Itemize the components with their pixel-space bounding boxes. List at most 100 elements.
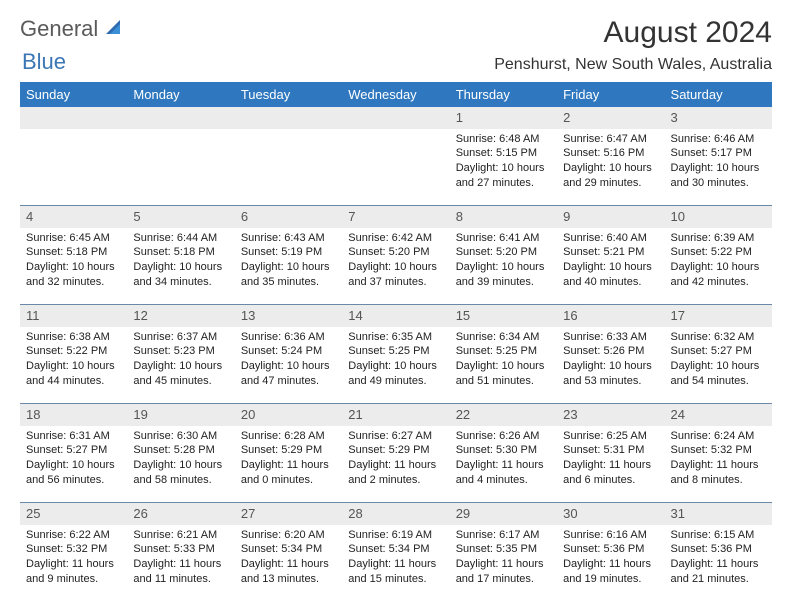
sunset-text: Sunset: 5:29 PM: [348, 443, 443, 458]
calendar-cell: 5Sunrise: 6:44 AMSunset: 5:18 PMDaylight…: [127, 206, 234, 305]
sunset-text: Sunset: 5:33 PM: [133, 542, 228, 557]
calendar-cell: 18Sunrise: 6:31 AMSunset: 5:27 PMDayligh…: [20, 404, 127, 503]
day-number: 26: [127, 503, 234, 525]
sunset-text: Sunset: 5:23 PM: [133, 344, 228, 359]
daylight-text: Daylight: 10 hours and 51 minutes.: [456, 359, 551, 389]
sunrise-text: Sunrise: 6:38 AM: [26, 330, 121, 345]
dayhdr-thursday: Thursday: [450, 82, 557, 107]
calendar-cell: 8Sunrise: 6:41 AMSunset: 5:20 PMDaylight…: [450, 206, 557, 305]
day-number: 28: [342, 503, 449, 525]
daylight-text: Daylight: 10 hours and 58 minutes.: [133, 458, 228, 488]
daylight-text: Daylight: 10 hours and 35 minutes.: [241, 260, 336, 290]
day-number: 13: [235, 305, 342, 327]
sunset-text: Sunset: 5:16 PM: [563, 146, 658, 161]
sunrise-text: Sunrise: 6:47 AM: [563, 132, 658, 147]
sunset-text: Sunset: 5:25 PM: [456, 344, 551, 359]
sunrise-text: Sunrise: 6:17 AM: [456, 528, 551, 543]
calendar-cell: 28 Sunrise: 6:19 AMSunset: 5:34 PMDayligh…: [342, 503, 449, 602]
daylight-text: Daylight: 10 hours and 45 minutes.: [133, 359, 228, 389]
day-number: 12: [127, 305, 234, 327]
day-number: 9: [557, 206, 664, 228]
logo-text-block: General Blue: [20, 18, 126, 60]
sunrise-text: Sunrise: 6:30 AM: [133, 429, 228, 444]
sunset-text: Sunset: 5:18 PM: [26, 245, 121, 260]
calendar-week: 25Sunrise: 6:22 AMSunset: 5:32 PMDayligh…: [20, 503, 772, 602]
daylight-text: Daylight: 10 hours and 40 minutes.: [563, 260, 658, 290]
sunrise-text: Sunrise: 6:27 AM: [348, 429, 443, 444]
sunrise-text: Sunrise: 6:24 AM: [671, 429, 766, 444]
title-block: August 2024 Penshurst, New South Wales, …: [494, 16, 772, 74]
daylight-text: Daylight: 11 hours and 9 minutes.: [26, 557, 121, 587]
day-number: 25: [20, 503, 127, 525]
daylight-text: Daylight: 10 hours and 32 minutes.: [26, 260, 121, 290]
calendar-cell: 17Sunrise: 6:32 AMSunset: 5:27 PMDayligh…: [665, 305, 772, 404]
sunset-text: Sunset: 5:35 PM: [456, 542, 551, 557]
sunset-text: Sunset: 5:36 PM: [671, 542, 766, 557]
sunset-text: Sunset: 5:25 PM: [348, 344, 443, 359]
day-number: [127, 107, 234, 129]
day-number: 4: [20, 206, 127, 228]
sunrise-text: Sunrise: 6:42 AM: [348, 231, 443, 246]
page-header: General Blue August 2024 Penshurst, New …: [20, 14, 772, 74]
sunrise-text: Sunrise: 6:34 AM: [456, 330, 551, 345]
day-number: 23: [557, 404, 664, 426]
sunrise-text: Sunrise: 6:40 AM: [563, 231, 658, 246]
daylight-text: Daylight: 10 hours and 44 minutes.: [26, 359, 121, 389]
page-subtitle: Penshurst, New South Wales, Australia: [494, 56, 772, 74]
sunset-text: Sunset: 5:20 PM: [348, 245, 443, 260]
sunrise-text: Sunrise: 6:43 AM: [241, 231, 336, 246]
calendar-cell: 16Sunrise: 6:33 AMSunset: 5:26 PMDayligh…: [557, 305, 664, 404]
sunrise-text: Sunrise: 6:44 AM: [133, 231, 228, 246]
day-number: 3: [665, 107, 772, 129]
sail-icon: [106, 18, 126, 39]
calendar-cell: 1Sunrise: 6:48 AMSunset: 5:15 PMDaylight…: [450, 107, 557, 206]
calendar-cell: 9Sunrise: 6:40 AMSunset: 5:21 PMDaylight…: [557, 206, 664, 305]
calendar-cell: 14Sunrise: 6:35 AMSunset: 5:25 PMDayligh…: [342, 305, 449, 404]
dayhdr-monday: Monday: [127, 82, 234, 107]
daylight-text: Daylight: 11 hours and 6 minutes.: [563, 458, 658, 488]
sunset-text: Sunset: 5:34 PM: [348, 542, 443, 557]
calendar-cell: 20Sunrise: 6:28 AMSunset: 5:29 PMDayligh…: [235, 404, 342, 503]
day-number: 21: [342, 404, 449, 426]
logo-word2: Blue: [22, 49, 66, 74]
day-number: 14: [342, 305, 449, 327]
sunset-text: Sunset: 5:24 PM: [241, 344, 336, 359]
calendar-cell: 4 Sunrise: 6:45 AMSunset: 5:18 PMDaylight…: [20, 206, 127, 305]
daylight-text: Daylight: 11 hours and 13 minutes.: [241, 557, 336, 587]
calendar-cell: 25Sunrise: 6:22 AMSunset: 5:32 PMDayligh…: [20, 503, 127, 602]
sunrise-text: Sunrise: 6:28 AM: [241, 429, 336, 444]
daylight-text: Daylight: 11 hours and 19 minutes.: [563, 557, 658, 587]
day-number: 1: [450, 107, 557, 129]
sunset-text: Sunset: 5:27 PM: [26, 443, 121, 458]
day-number: 19: [127, 404, 234, 426]
calendar-cell: 24Sunrise: 6:24 AMSunset: 5:32 PMDayligh…: [665, 404, 772, 503]
sunrise-text: Sunrise: 6:46 AM: [671, 132, 766, 147]
day-number: 29: [450, 503, 557, 525]
day-number: 17: [665, 305, 772, 327]
sunrise-text: Sunrise: 6:21 AM: [133, 528, 228, 543]
sunrise-text: Sunrise: 6:22 AM: [26, 528, 121, 543]
calendar-cell: 6Sunrise: 6:43 AMSunset: 5:19 PMDaylight…: [235, 206, 342, 305]
sunset-text: Sunset: 5:22 PM: [671, 245, 766, 260]
logo-word1: General: [20, 16, 98, 41]
sunrise-text: Sunrise: 6:19 AM: [348, 528, 443, 543]
calendar-cell: [342, 107, 449, 206]
calendar-cell: 13Sunrise: 6:36 AMSunset: 5:24 PMDayligh…: [235, 305, 342, 404]
sunrise-text: Sunrise: 6:45 AM: [26, 231, 121, 246]
daylight-text: Daylight: 11 hours and 15 minutes.: [348, 557, 443, 587]
sunset-text: Sunset: 5:27 PM: [671, 344, 766, 359]
calendar-cell: 15Sunrise: 6:34 AMSunset: 5:25 PMDayligh…: [450, 305, 557, 404]
dayhdr-saturday: Saturday: [665, 82, 772, 107]
daylight-text: Daylight: 10 hours and 54 minutes.: [671, 359, 766, 389]
daylight-text: Daylight: 10 hours and 37 minutes.: [348, 260, 443, 290]
daylight-text: Daylight: 10 hours and 39 minutes.: [456, 260, 551, 290]
day-number: 6: [235, 206, 342, 228]
day-number: [20, 107, 127, 129]
calendar-cell: 29Sunrise: 6:17 AMSunset: 5:35 PMDayligh…: [450, 503, 557, 602]
dayhdr-friday: Friday: [557, 82, 664, 107]
day-number: [342, 107, 449, 129]
sunset-text: Sunset: 5:26 PM: [563, 344, 658, 359]
day-number: 16: [557, 305, 664, 327]
calendar-week: 11Sunrise: 6:38 AMSunset: 5:22 PMDayligh…: [20, 305, 772, 404]
day-number: 24: [665, 404, 772, 426]
